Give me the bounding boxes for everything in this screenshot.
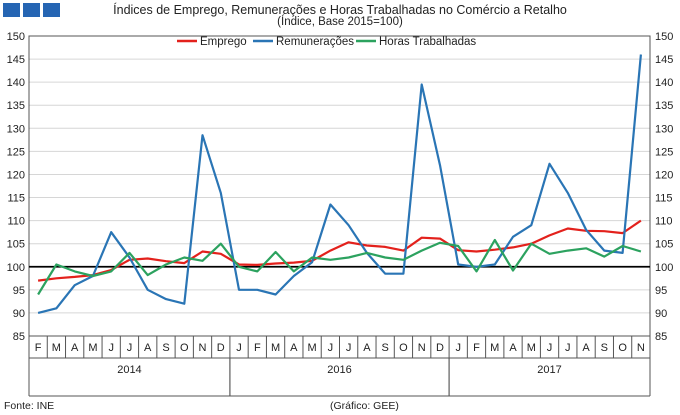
- x-tick-label: M: [88, 342, 97, 354]
- y-tick-label-left: 150: [7, 31, 25, 43]
- y-tick-label-right: 140: [655, 77, 673, 89]
- x-tick-label: J: [346, 342, 352, 354]
- y-tick-label-left: 135: [7, 100, 25, 112]
- year-label: 2014: [117, 364, 141, 376]
- x-tick-label: J: [565, 342, 571, 354]
- y-tick-label-right: 110: [655, 216, 673, 228]
- y-tick-label-right: 150: [655, 31, 673, 43]
- x-tick-label: J: [108, 342, 114, 354]
- x-tick-label: N: [199, 342, 207, 354]
- x-tick-label: F: [473, 342, 480, 354]
- chart-subtitle: (Índice, Base 2015=100): [277, 16, 403, 28]
- x-tick-label: A: [144, 342, 152, 354]
- x-tick-label: A: [290, 342, 298, 354]
- legend-label: Emprego: [200, 36, 247, 48]
- y-tick-label-left: 145: [7, 54, 25, 66]
- x-tick-label: S: [162, 342, 169, 354]
- x-tick-label: O: [618, 342, 627, 354]
- year-label: 2017: [537, 364, 561, 376]
- y-tick-label-left: 100: [7, 262, 25, 274]
- x-tick-label: O: [399, 342, 408, 354]
- y-tick-label-left: 125: [7, 146, 25, 158]
- y-tick-label-left: 120: [7, 169, 25, 181]
- x-tick-label: J: [328, 342, 334, 354]
- y-tick-label-right: 130: [655, 123, 673, 135]
- y-tick-label-right: 145: [655, 54, 673, 66]
- y-tick-label-right: 85: [655, 331, 667, 343]
- x-tick-label: S: [381, 342, 388, 354]
- y-tick-label-left: 110: [7, 216, 25, 228]
- y-tick-label-right: 135: [655, 100, 673, 112]
- x-tick-label: M: [271, 342, 280, 354]
- brand-block: [23, 3, 40, 17]
- y-tick-label-right: 100: [655, 262, 673, 274]
- y-tick-label-right: 115: [655, 193, 673, 205]
- year-label: 2016: [327, 364, 351, 376]
- y-tick-label-right: 90: [655, 308, 667, 320]
- x-tick-label: F: [35, 342, 42, 354]
- x-tick-label: N: [637, 342, 645, 354]
- x-tick-label: M: [527, 342, 536, 354]
- y-tick-label-left: 90: [13, 308, 25, 320]
- legend-label: Remunerações: [276, 36, 354, 48]
- credit-note: (Gráfico: GEE): [330, 400, 399, 412]
- y-tick-label-left: 140: [7, 77, 25, 89]
- y-tick-label-left: 85: [13, 331, 25, 343]
- x-tick-label: A: [363, 342, 371, 354]
- x-tick-label: M: [308, 342, 317, 354]
- x-tick-label: J: [236, 342, 242, 354]
- y-tick-label-right: 95: [655, 285, 667, 297]
- chart-title: Índices de Emprego, Remunerações e Horas…: [113, 3, 567, 17]
- x-tick-label: N: [418, 342, 426, 354]
- x-tick-label: D: [217, 342, 225, 354]
- brand-block: [3, 3, 20, 17]
- series-line-remunerações: [37, 54, 642, 314]
- y-tick-label-right: 125: [655, 146, 673, 158]
- y-tick-label-right: 120: [655, 169, 673, 181]
- header-blocks: [3, 3, 60, 17]
- x-tick-label: A: [71, 342, 79, 354]
- source-note: Fonte: INE: [4, 400, 55, 412]
- y-tick-label-left: 105: [7, 239, 25, 251]
- x-tick-label: J: [127, 342, 133, 354]
- x-tick-label: O: [180, 342, 189, 354]
- x-tick-label: M: [52, 342, 61, 354]
- y-tick-label-left: 95: [13, 285, 25, 297]
- series-line-horas-trabalhadas: [37, 238, 642, 296]
- series-line-emprego: [37, 219, 642, 282]
- y-tick-label-left: 115: [7, 193, 25, 205]
- legend-label: Horas Trabalhadas: [379, 36, 476, 48]
- brand-block: [43, 3, 60, 17]
- x-tick-label: J: [455, 342, 461, 354]
- y-tick-label-left: 130: [7, 123, 25, 135]
- y-tick-label-right: 105: [655, 239, 673, 251]
- x-tick-label: A: [509, 342, 517, 354]
- x-tick-label: D: [436, 342, 444, 354]
- plot-frame: [28, 35, 651, 337]
- x-tick-label: J: [547, 342, 553, 354]
- x-tick-label: S: [601, 342, 608, 354]
- x-tick-label: F: [254, 342, 261, 354]
- x-tick-label: M: [490, 342, 499, 354]
- line-chart: 85 85 90 90 95 95 100 100 105 105 110 110 115 115 120 1…: [7, 31, 673, 397]
- x-tick-label: A: [582, 342, 590, 354]
